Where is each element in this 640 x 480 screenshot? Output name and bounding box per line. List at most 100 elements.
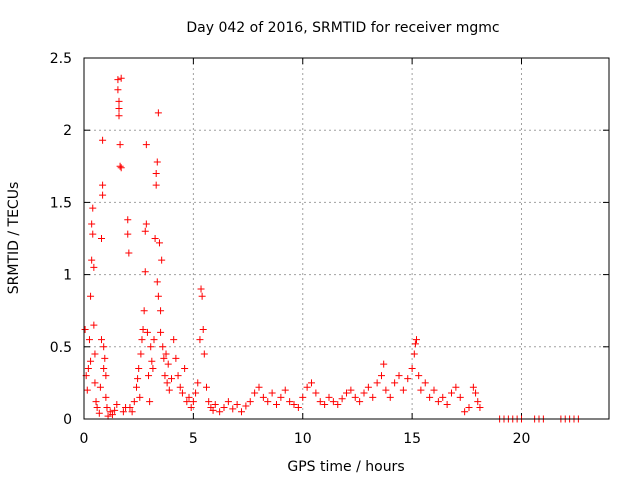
data-point [142, 141, 150, 149]
data-point [88, 256, 96, 264]
data-point [154, 292, 162, 300]
data-point [198, 292, 206, 300]
data-point [104, 412, 112, 420]
data-point [87, 357, 95, 365]
data-point [373, 379, 381, 387]
data-point [149, 364, 157, 372]
y-tick-label: 0.5 [50, 340, 72, 356]
y-tick-label: 2 [63, 123, 72, 139]
data-point [116, 162, 124, 170]
data-point [229, 405, 237, 413]
data-point [356, 398, 364, 406]
y-tick-label: 0 [63, 412, 72, 428]
data-point [95, 409, 103, 417]
data-point [316, 398, 324, 406]
x-tick-label: 15 [403, 431, 421, 447]
data-point [391, 379, 399, 387]
data-point [196, 336, 204, 344]
data-point [461, 408, 469, 416]
data-point [386, 393, 394, 401]
data-point [209, 406, 217, 414]
grid [84, 58, 609, 419]
data-point [85, 336, 93, 344]
x-tick-label: 0 [80, 431, 89, 447]
tick-labels: 0 5 10 15 20 0 0.5 1 1.5 2 2.5 [50, 51, 531, 447]
data-point [417, 386, 425, 394]
data-point [142, 220, 150, 228]
data-point [281, 386, 289, 394]
data-point [158, 256, 166, 264]
data-point [108, 411, 116, 419]
data-point [469, 383, 477, 391]
data-point [163, 379, 171, 387]
data-point [312, 389, 320, 397]
data-point [472, 389, 480, 397]
data-point [325, 393, 333, 401]
data-point [308, 379, 315, 387]
data-point [81, 325, 89, 333]
data-point [153, 158, 161, 166]
data-point [264, 398, 272, 406]
data-point [382, 386, 390, 394]
data-point [255, 383, 263, 391]
data-point [148, 357, 156, 365]
data-point [277, 393, 285, 401]
data-point [114, 86, 122, 94]
axis-ticks [83, 57, 609, 420]
x-tick-label: 5 [189, 431, 198, 447]
data-point [128, 408, 136, 416]
data-point [181, 364, 189, 372]
data-point [90, 263, 98, 271]
data-point [146, 398, 154, 406]
data-point [103, 403, 111, 411]
data-point [161, 372, 169, 380]
data-point [89, 204, 97, 212]
data-point [474, 398, 482, 406]
data-point [136, 393, 144, 401]
data-point [192, 389, 200, 397]
data-point [115, 105, 123, 113]
data-point [83, 386, 91, 394]
data-point [205, 398, 213, 406]
data-point [137, 350, 145, 358]
data-point [155, 239, 163, 247]
data-point [203, 383, 210, 391]
data-point [141, 268, 149, 276]
data-point [178, 389, 186, 397]
data-point [176, 383, 184, 391]
data-point [124, 216, 132, 224]
data-point [334, 401, 342, 409]
data-point [259, 393, 267, 401]
data-point [410, 350, 418, 358]
data-point [111, 406, 119, 414]
data-point [160, 354, 168, 362]
data-point [126, 403, 134, 411]
data-point [91, 379, 99, 387]
data-point [395, 372, 403, 380]
data-point [465, 403, 473, 411]
data-point [434, 398, 442, 406]
data-point [299, 393, 307, 401]
data-point [159, 343, 167, 351]
data-point [93, 403, 101, 411]
data-point [139, 325, 147, 333]
data-point [448, 389, 455, 397]
data-point [343, 389, 350, 397]
x-axis-label: GPS time / hours [287, 459, 404, 475]
data-point [133, 383, 140, 391]
data-point [90, 321, 98, 329]
y-axis-label: SRMTID / TECUs [6, 182, 22, 295]
data-point [421, 379, 429, 387]
data-point [117, 164, 125, 172]
data-point [415, 372, 423, 380]
data-point [172, 354, 180, 362]
data-point [242, 402, 250, 410]
data-point [84, 364, 92, 372]
data-point [268, 389, 276, 397]
data-point [98, 235, 105, 242]
data-point [114, 76, 122, 84]
data-point [116, 141, 124, 149]
plot-frame [83, 57, 610, 420]
data-point [170, 336, 178, 344]
